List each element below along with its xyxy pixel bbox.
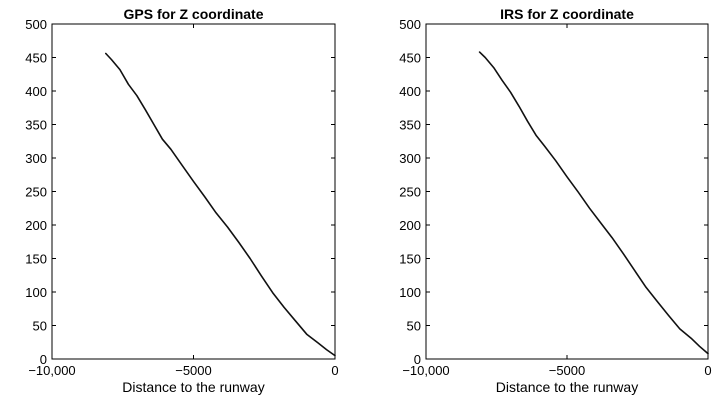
x-tick-label-1-1: −5000 — [175, 363, 212, 378]
y-tick-label-1-0: 0 — [40, 352, 47, 367]
y-tick-label-2-350: 350 — [399, 118, 421, 133]
x-tick-label-2-1: −5000 — [549, 363, 586, 378]
y-tick-label-2-100: 100 — [399, 285, 421, 300]
x-tick-label-2-2: 0 — [704, 363, 711, 378]
y-tick-label-1-300: 300 — [25, 151, 47, 166]
y-tick-label-2-0: 0 — [414, 352, 421, 367]
series-line-2-1 — [478, 51, 709, 355]
y-tick-label-1-250: 250 — [25, 185, 47, 200]
y-tick-label-2-500: 500 — [399, 17, 421, 32]
y-tick-label-1-150: 150 — [25, 252, 47, 267]
x-axis-label-2: Distance to the runway — [496, 379, 638, 395]
y-tick-label-2-150: 150 — [399, 252, 421, 267]
x-tick-label-1-2: 0 — [331, 363, 338, 378]
y-tick-label-1-500: 500 — [25, 17, 47, 32]
y-tick-label-2-200: 200 — [399, 218, 421, 233]
y-tick-label-2-400: 400 — [399, 84, 421, 99]
y-tick-label-1-400: 400 — [25, 84, 47, 99]
chart-title-1: GPS for Z coordinate — [123, 6, 263, 22]
y-tick-label-1-200: 200 — [25, 218, 47, 233]
series-line-1-1 — [105, 52, 336, 357]
plot-frame-2 — [425, 23, 709, 360]
plot-frame-1 — [51, 23, 336, 360]
y-tick-label-1-350: 350 — [25, 118, 47, 133]
x-axis-label-1: Distance to the runway — [122, 379, 264, 395]
y-tick-label-2-300: 300 — [399, 151, 421, 166]
y-tick-label-1-100: 100 — [25, 285, 47, 300]
y-tick-label-1-450: 450 — [25, 51, 47, 66]
y-tick-label-2-250: 250 — [399, 185, 421, 200]
x-tick-label-2-0: −10,000 — [402, 363, 449, 378]
chart-title-2: IRS for Z coordinate — [500, 6, 634, 22]
x-tick-label-1-0: −10,000 — [28, 363, 75, 378]
y-tick-label-2-50: 50 — [407, 319, 421, 334]
y-tick-label-1-50: 50 — [33, 319, 47, 334]
y-tick-label-2-450: 450 — [399, 51, 421, 66]
